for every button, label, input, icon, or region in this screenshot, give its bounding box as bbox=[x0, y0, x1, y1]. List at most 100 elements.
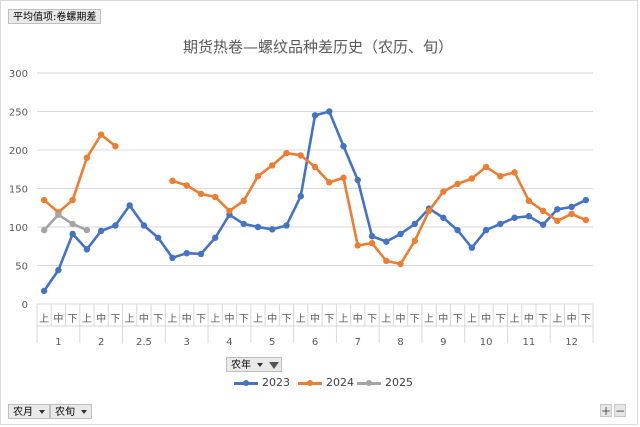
x-sub-tick-label: 上 bbox=[253, 313, 263, 325]
data-point-2023 bbox=[368, 233, 376, 240]
data-point-2024 bbox=[69, 196, 76, 204]
collapse-button[interactable]: − bbox=[614, 404, 626, 417]
data-point-2023 bbox=[397, 230, 404, 238]
row-field-button-xun[interactable]: 农旬 bbox=[50, 404, 92, 419]
series-2023 bbox=[40, 108, 590, 295]
data-point-2024 bbox=[383, 257, 390, 265]
x-sub-tick-label: 下 bbox=[110, 314, 120, 325]
data-point-2024 bbox=[368, 239, 376, 247]
y-tick-label: 0 bbox=[22, 300, 28, 311]
x-sub-tick-label: 下 bbox=[538, 314, 548, 325]
x-sub-tick-label: 中 bbox=[139, 312, 149, 325]
data-point-2024 bbox=[112, 142, 119, 150]
series-2024 bbox=[40, 131, 590, 268]
data-point-2023 bbox=[554, 206, 561, 213]
data-point-2023 bbox=[69, 230, 76, 238]
x-group-label: 11 bbox=[522, 337, 535, 348]
data-point-2023 bbox=[454, 226, 461, 234]
x-sub-tick-label: 中 bbox=[182, 312, 192, 325]
x-group-label: 5 bbox=[269, 337, 275, 348]
data-point-2023 bbox=[354, 176, 361, 184]
y-tick-label: 300 bbox=[9, 69, 28, 80]
data-point-2024 bbox=[397, 260, 404, 268]
value-field-label: 平均值项:卷螺期差 bbox=[13, 12, 97, 23]
data-point-2024 bbox=[568, 210, 575, 218]
series-line-2023 bbox=[42, 110, 588, 293]
gridlines bbox=[37, 72, 593, 305]
x-sub-tick-label: 下 bbox=[153, 314, 163, 325]
y-tick-label: 50 bbox=[15, 262, 28, 273]
legend-marker-2025 bbox=[357, 379, 381, 386]
minus-icon: − bbox=[615, 404, 626, 418]
value-field-button[interactable]: 平均值项:卷螺期差 bbox=[8, 9, 102, 24]
x-sub-tick-label: 下 bbox=[239, 314, 249, 325]
x-axis: 上中下1上中下2上中下2.5上中下3上中下4上中下5上中下6上中下7上中下8上中… bbox=[36, 304, 594, 348]
legend-marker-2024 bbox=[298, 379, 322, 386]
legend-marker-2023 bbox=[234, 379, 258, 386]
data-point-2024 bbox=[212, 193, 219, 201]
x-group-label: 2 bbox=[98, 337, 104, 348]
x-sub-tick-label: 中 bbox=[567, 312, 577, 325]
data-point-2024 bbox=[254, 172, 262, 180]
data-point-2023 bbox=[482, 226, 490, 234]
data-point-2024 bbox=[240, 197, 247, 205]
x-group-label: 10 bbox=[480, 337, 493, 348]
data-point-2023 bbox=[112, 222, 119, 229]
data-point-2023 bbox=[283, 222, 290, 229]
x-group-label: 12 bbox=[565, 337, 578, 348]
chart-title: 期货热卷—螺纹品种差历史（农历、旬） bbox=[183, 38, 453, 56]
x-sub-tick-label: 下 bbox=[281, 314, 291, 325]
data-point-2024 bbox=[468, 175, 476, 182]
x-sub-tick-label: 中 bbox=[438, 312, 448, 325]
data-point-2024 bbox=[582, 216, 590, 224]
data-point-2023 bbox=[440, 214, 447, 221]
data-point-2025 bbox=[83, 226, 91, 234]
row-field-label-xun: 农旬 bbox=[55, 407, 75, 418]
data-point-2023 bbox=[169, 254, 176, 261]
data-point-2024 bbox=[83, 154, 91, 161]
data-point-2024 bbox=[497, 172, 504, 180]
y-tick-label: 250 bbox=[9, 108, 28, 119]
data-point-2024 bbox=[269, 162, 276, 169]
expand-button[interactable]: + bbox=[600, 404, 612, 417]
x-sub-tick-label: 上 bbox=[467, 313, 477, 325]
x-group-label: 3 bbox=[184, 337, 190, 348]
x-sub-tick-label: 下 bbox=[367, 314, 377, 325]
data-point-2024 bbox=[425, 207, 433, 215]
x-group-label: 4 bbox=[226, 337, 232, 348]
data-point-2024 bbox=[482, 163, 490, 171]
legend-item-2024: 2024 bbox=[298, 376, 354, 389]
x-sub-tick-label: 下 bbox=[581, 314, 591, 325]
series-line-2024 bbox=[171, 151, 588, 266]
data-point-2023 bbox=[254, 223, 262, 231]
x-sub-tick-label: 中 bbox=[481, 312, 491, 325]
x-sub-tick-label: 上 bbox=[424, 313, 434, 325]
row-field-button-month[interactable]: 农月 bbox=[8, 404, 50, 419]
legend-label-2023: 2023 bbox=[262, 376, 290, 389]
data-point-2024 bbox=[283, 149, 290, 157]
data-point-2023 bbox=[525, 213, 533, 220]
x-sub-tick-label: 上 bbox=[82, 313, 92, 325]
dropdown-arrow-icon bbox=[257, 363, 263, 367]
x-sub-tick-label: 中 bbox=[353, 312, 363, 325]
column-field-button[interactable]: 农年 bbox=[226, 357, 283, 372]
x-sub-tick-label: 下 bbox=[495, 314, 505, 325]
data-point-2023 bbox=[568, 203, 575, 211]
filter-icon[interactable] bbox=[269, 361, 280, 369]
data-point-2023 bbox=[383, 238, 390, 245]
data-point-2023 bbox=[511, 214, 518, 221]
x-sub-tick-label: 中 bbox=[396, 312, 406, 325]
data-point-2023 bbox=[240, 220, 247, 228]
data-point-2025 bbox=[40, 226, 48, 234]
data-point-2024 bbox=[411, 237, 418, 245]
x-sub-tick-label: 中 bbox=[267, 312, 277, 325]
x-sub-tick-label: 上 bbox=[125, 313, 135, 325]
x-sub-tick-label: 上 bbox=[296, 313, 306, 325]
data-point-2025 bbox=[55, 211, 62, 218]
dropdown-arrow-icon bbox=[81, 410, 87, 414]
x-group-label: 9 bbox=[440, 337, 446, 348]
x-group-label: 7 bbox=[355, 337, 361, 348]
data-point-2024 bbox=[554, 217, 561, 225]
